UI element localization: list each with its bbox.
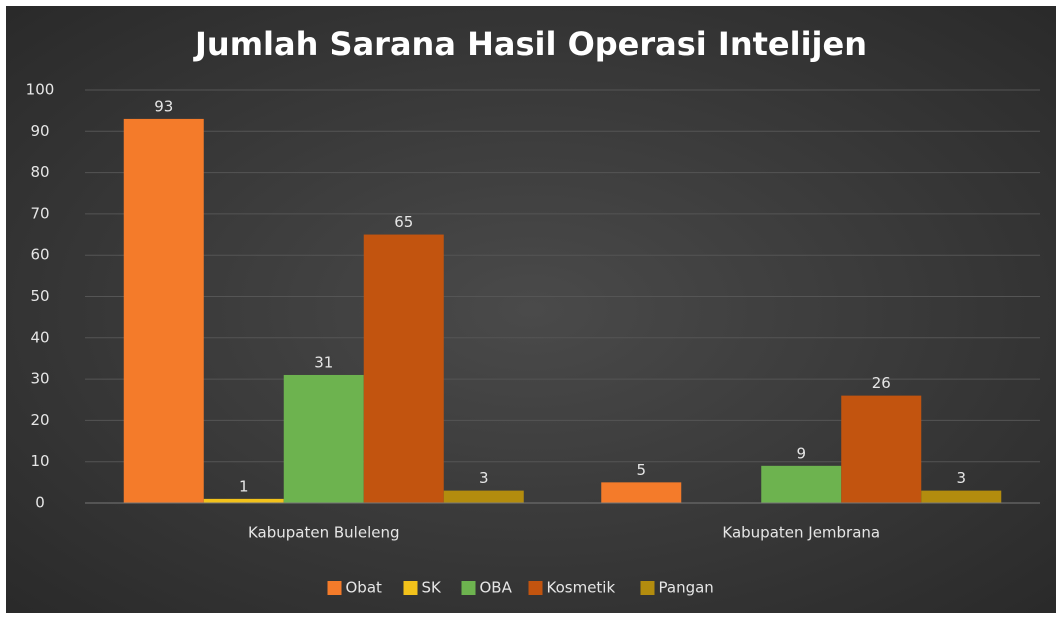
data-label: 3 <box>956 469 966 487</box>
legend-label: Pangan <box>659 579 714 597</box>
x-tick-label: Kabupaten Jembrana <box>722 524 880 542</box>
data-label: 26 <box>872 374 891 392</box>
y-tick-label: 70 <box>30 204 49 222</box>
data-label: 31 <box>314 353 333 371</box>
y-tick-label: 100 <box>26 81 55 99</box>
data-label: 1 <box>239 477 249 495</box>
y-tick-label: 90 <box>30 122 49 140</box>
bar <box>363 234 444 504</box>
legend-label: Kosmetik <box>547 579 616 597</box>
data-label: 3 <box>479 469 489 487</box>
legend-swatch <box>461 581 476 595</box>
chart-title: Jumlah Sarana Hasil Operasi Intelijen <box>193 25 867 63</box>
bar <box>761 465 842 503</box>
legend-label: Obat <box>346 579 383 597</box>
bar <box>203 498 284 503</box>
y-tick-label: 20 <box>30 411 49 429</box>
bar <box>841 395 922 503</box>
legend-swatch <box>640 581 655 595</box>
y-tick-label: 60 <box>30 246 49 264</box>
legend-swatch <box>327 581 342 595</box>
legend-label: SK <box>422 579 443 597</box>
bar <box>443 490 524 503</box>
bar <box>601 482 682 503</box>
legend-swatch <box>403 581 418 595</box>
y-tick-label: 0 <box>35 494 45 512</box>
bar <box>921 490 1002 503</box>
y-tick-label: 40 <box>30 328 49 346</box>
data-label: 93 <box>154 97 173 115</box>
data-label: 9 <box>796 444 806 462</box>
bar <box>123 118 204 503</box>
legend-swatch <box>528 581 543 595</box>
y-tick-label: 50 <box>30 287 49 305</box>
legend-label: OBA <box>480 579 513 597</box>
bar <box>283 374 364 503</box>
x-tick-label: Kabupaten Buleleng <box>248 524 400 542</box>
y-tick-label: 30 <box>30 370 49 388</box>
data-label: 5 <box>636 461 646 479</box>
y-tick-label: 10 <box>30 452 49 470</box>
data-label: 65 <box>394 213 413 231</box>
y-tick-label: 80 <box>30 163 49 181</box>
